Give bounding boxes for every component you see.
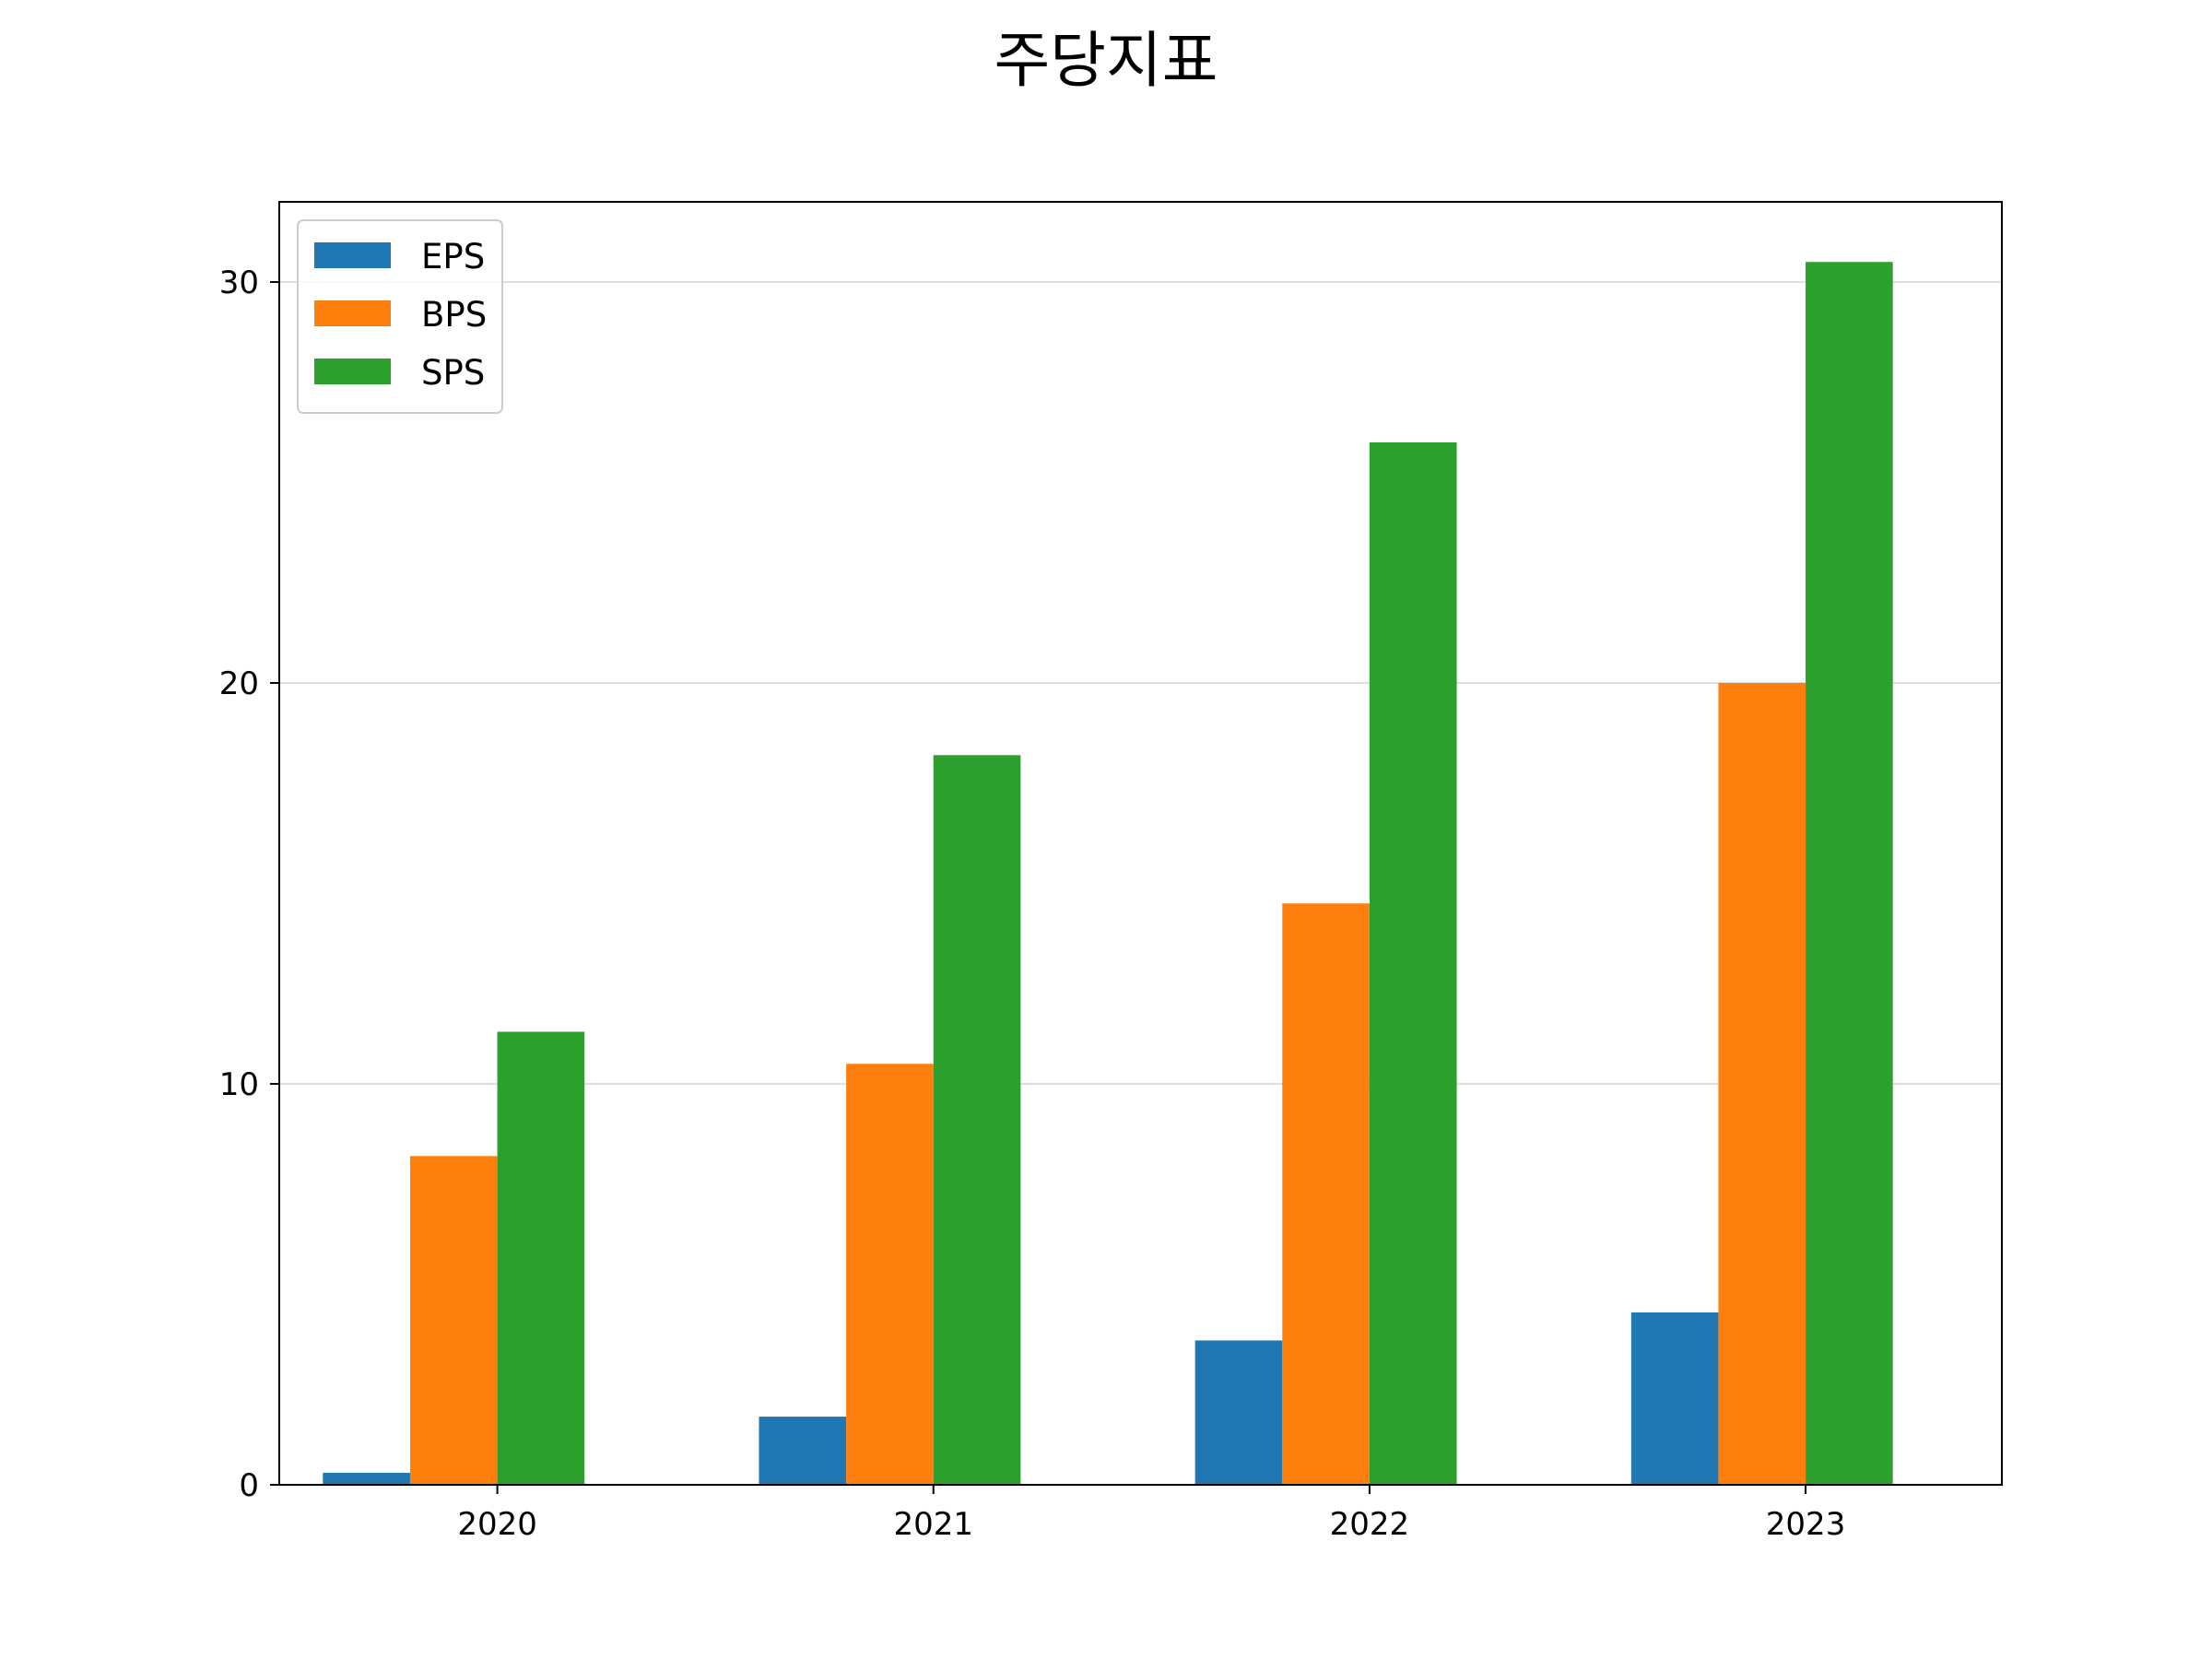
y-tick-label: 20 — [219, 665, 259, 702]
y-tick-label: 0 — [239, 1467, 259, 1504]
bar-sps-2020 — [497, 1031, 585, 1485]
y-axis: 0 10 20 30 — [219, 265, 279, 1504]
legend-label-eps: EPS — [421, 237, 485, 276]
bar-eps-2022 — [1194, 1340, 1283, 1485]
x-tick-label: 2022 — [1330, 1506, 1410, 1543]
x-tick-label: 2023 — [1766, 1506, 1846, 1543]
bar-eps-2023 — [1630, 1312, 1719, 1485]
legend-label-sps: SPS — [421, 353, 485, 393]
bar-bps-2021 — [846, 1064, 934, 1485]
bar-sps-2021 — [933, 755, 1021, 1485]
bar-eps-2021 — [759, 1417, 847, 1485]
bar-marks — [323, 262, 1893, 1485]
x-tick-label: 2020 — [457, 1506, 537, 1543]
legend-swatch-sps — [314, 359, 391, 384]
y-tick-label: 10 — [219, 1066, 259, 1103]
chart-title: 주당지표 — [994, 25, 1218, 96]
legend: EPS BPS SPS — [297, 219, 503, 414]
bar-bps-2022 — [1282, 903, 1370, 1485]
bar-bps-2020 — [409, 1156, 498, 1485]
x-axis: 2020 2021 2022 2023 — [457, 1485, 1845, 1543]
bar-sps-2022 — [1369, 442, 1457, 1485]
legend-swatch-bps — [314, 300, 391, 326]
bar-sps-2023 — [1806, 262, 1893, 1485]
bar-eps-2020 — [323, 1472, 410, 1485]
x-tick-label: 2021 — [893, 1506, 973, 1543]
plot-area-frame — [278, 201, 2003, 1486]
y-tick-label: 30 — [219, 265, 259, 301]
legend-swatch-eps — [314, 242, 391, 268]
bar-bps-2023 — [1718, 683, 1806, 1485]
legend-label-bps: BPS — [421, 295, 487, 335]
